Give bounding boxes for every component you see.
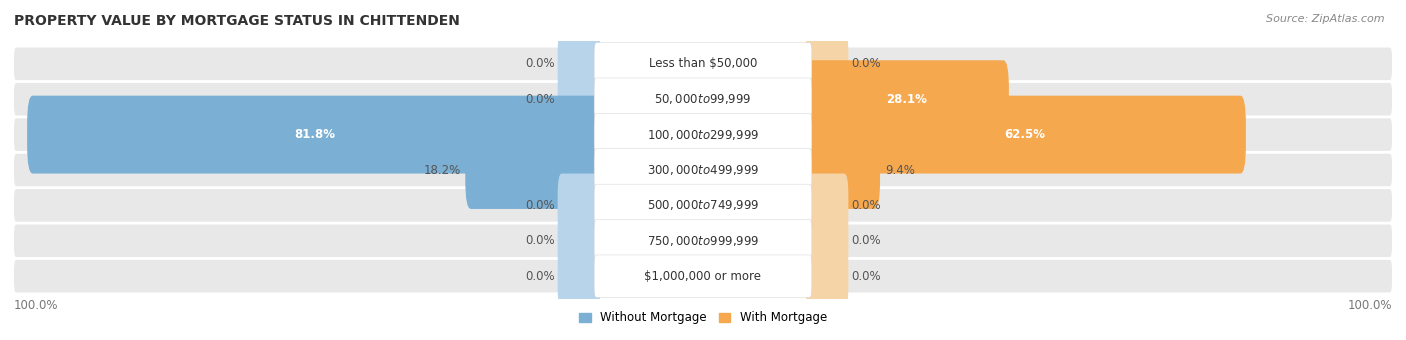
Text: 0.0%: 0.0% [526,199,555,212]
FancyBboxPatch shape [595,184,811,227]
Text: 0.0%: 0.0% [851,57,880,70]
Text: 100.0%: 100.0% [14,299,59,312]
Text: 28.1%: 28.1% [886,93,927,106]
Text: 0.0%: 0.0% [526,234,555,247]
Text: 0.0%: 0.0% [851,234,880,247]
FancyBboxPatch shape [558,244,600,308]
FancyBboxPatch shape [595,149,811,191]
Text: 81.8%: 81.8% [294,128,335,141]
Text: $750,000 to $999,999: $750,000 to $999,999 [647,234,759,248]
Text: 9.4%: 9.4% [884,164,915,176]
Text: 100.0%: 100.0% [1347,299,1392,312]
FancyBboxPatch shape [595,78,811,120]
FancyBboxPatch shape [806,32,848,96]
Text: $300,000 to $499,999: $300,000 to $499,999 [647,163,759,177]
FancyBboxPatch shape [14,189,1392,222]
FancyBboxPatch shape [595,42,811,85]
Text: $500,000 to $749,999: $500,000 to $749,999 [647,199,759,212]
Text: 0.0%: 0.0% [526,57,555,70]
Legend: Without Mortgage, With Mortgage: Without Mortgage, With Mortgage [579,311,827,324]
FancyBboxPatch shape [14,83,1392,116]
FancyBboxPatch shape [595,220,811,262]
FancyBboxPatch shape [806,244,848,308]
FancyBboxPatch shape [465,131,602,209]
Text: $100,000 to $299,999: $100,000 to $299,999 [647,128,759,141]
Text: $50,000 to $99,999: $50,000 to $99,999 [654,92,752,106]
Text: $1,000,000 or more: $1,000,000 or more [644,270,762,283]
Text: 0.0%: 0.0% [851,270,880,283]
FancyBboxPatch shape [14,260,1392,292]
Text: 62.5%: 62.5% [1004,128,1046,141]
FancyBboxPatch shape [14,154,1392,186]
FancyBboxPatch shape [558,32,600,96]
FancyBboxPatch shape [14,48,1392,80]
Text: 18.2%: 18.2% [423,164,461,176]
Text: 0.0%: 0.0% [526,93,555,106]
FancyBboxPatch shape [558,173,600,237]
Text: 0.0%: 0.0% [851,199,880,212]
FancyBboxPatch shape [804,60,1010,138]
FancyBboxPatch shape [14,224,1392,257]
FancyBboxPatch shape [804,131,880,209]
FancyBboxPatch shape [806,209,848,273]
FancyBboxPatch shape [14,118,1392,151]
FancyBboxPatch shape [558,67,600,131]
Text: 0.0%: 0.0% [526,270,555,283]
Text: PROPERTY VALUE BY MORTGAGE STATUS IN CHITTENDEN: PROPERTY VALUE BY MORTGAGE STATUS IN CHI… [14,14,460,29]
FancyBboxPatch shape [804,96,1246,173]
FancyBboxPatch shape [558,209,600,273]
FancyBboxPatch shape [595,113,811,156]
FancyBboxPatch shape [806,173,848,237]
Text: Less than $50,000: Less than $50,000 [648,57,758,70]
FancyBboxPatch shape [27,96,602,173]
FancyBboxPatch shape [595,255,811,298]
Text: Source: ZipAtlas.com: Source: ZipAtlas.com [1267,14,1385,23]
